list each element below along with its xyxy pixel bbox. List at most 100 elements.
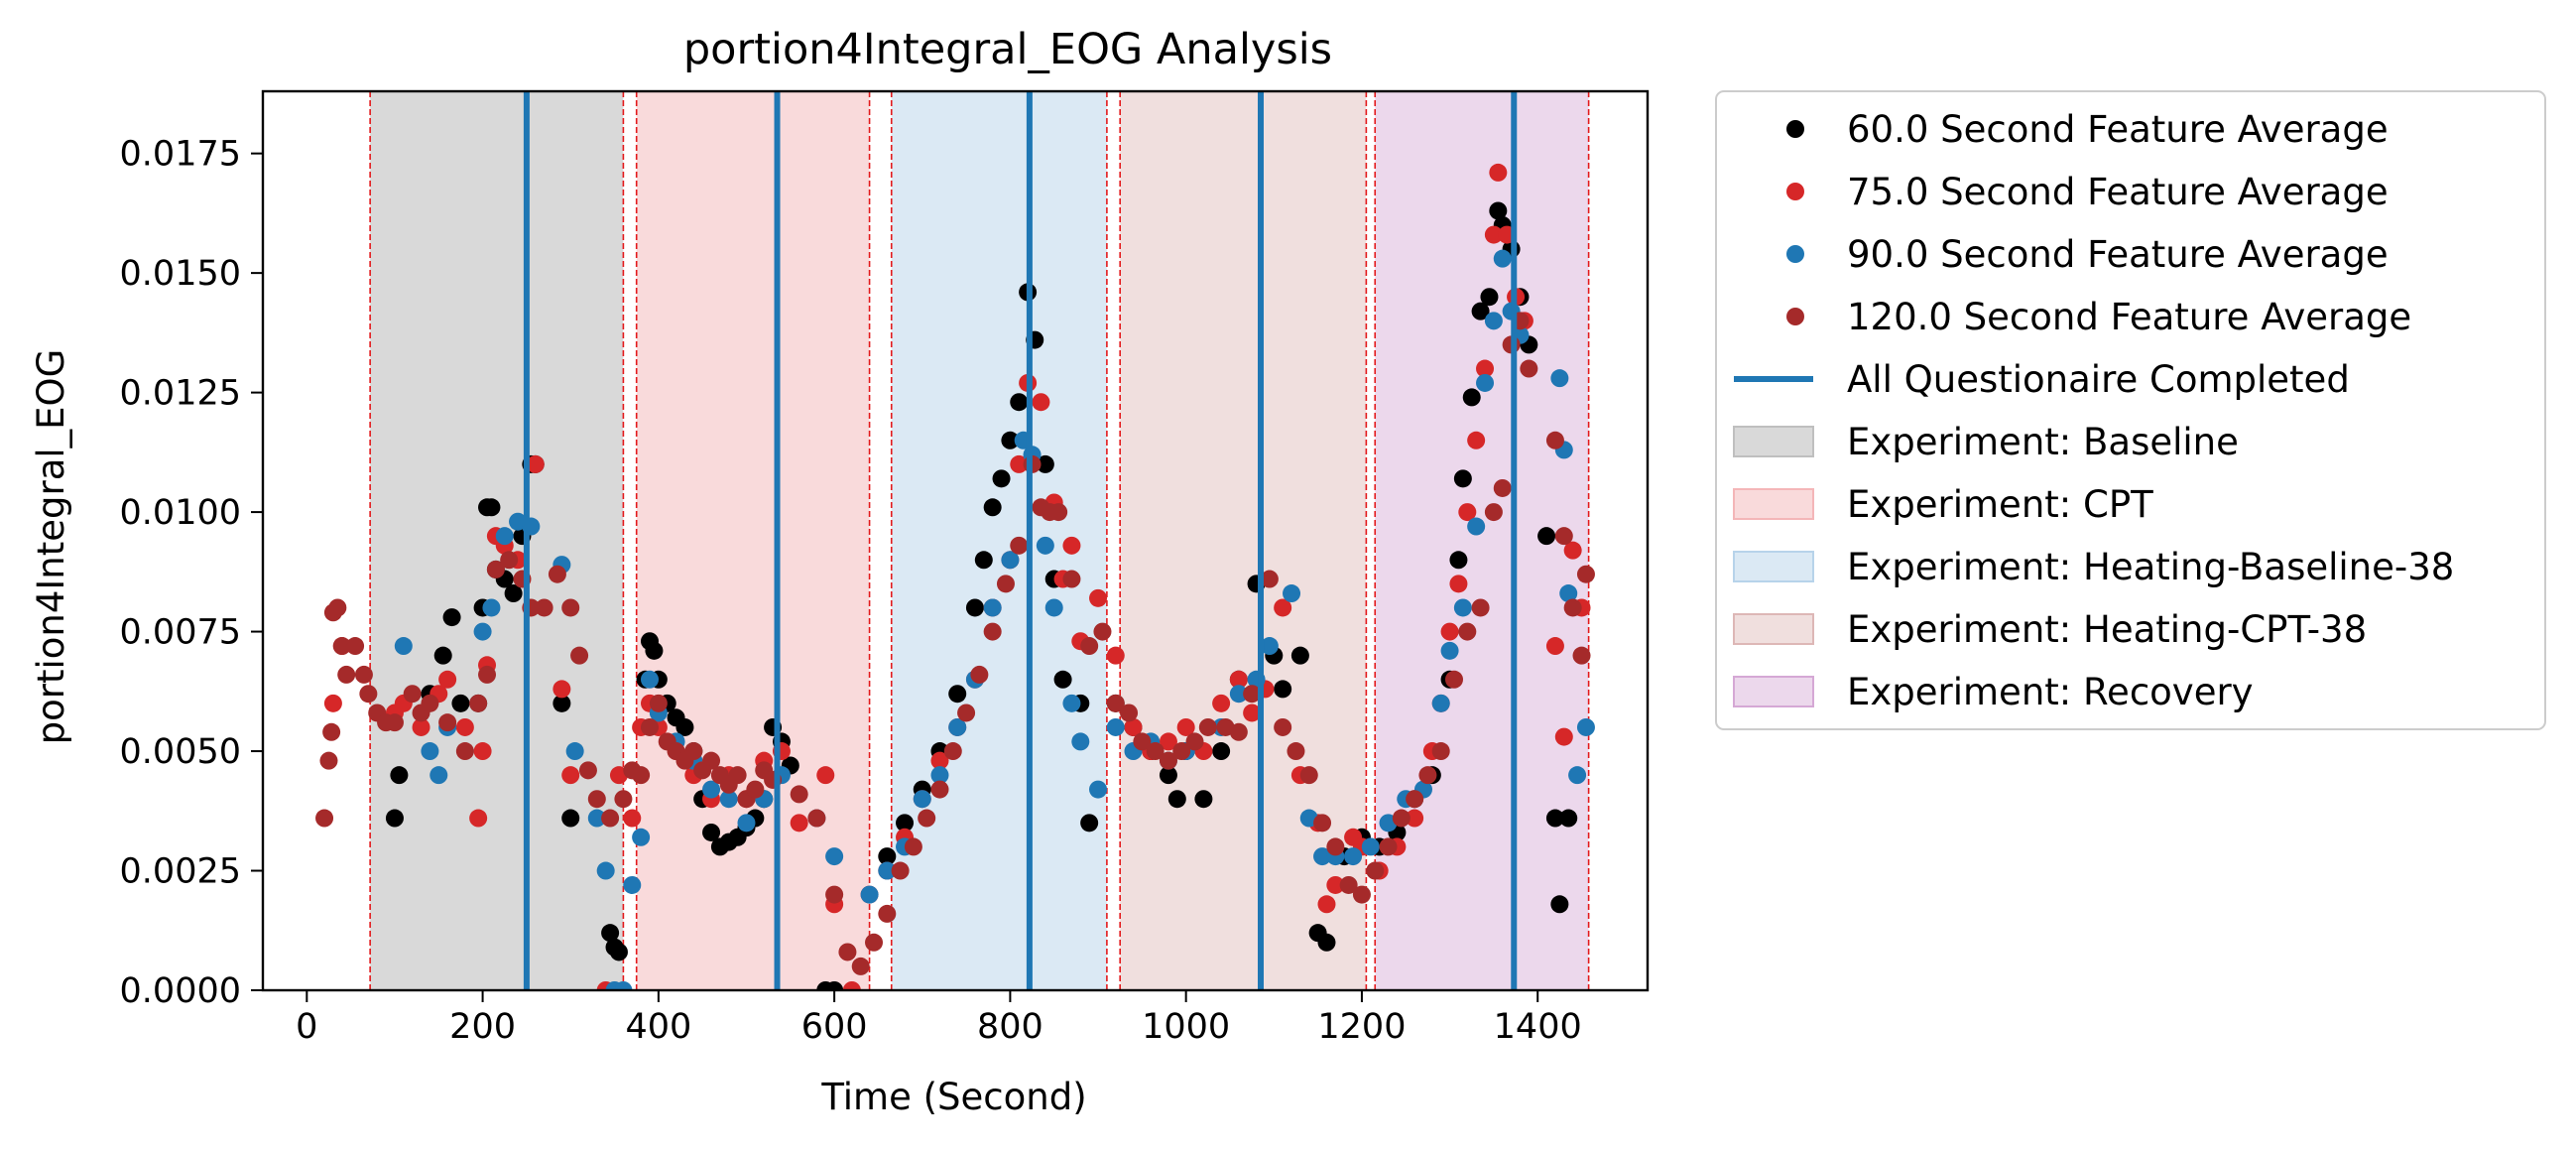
point-series0-64 [1167,790,1186,809]
point-series0-4 [442,608,461,627]
point-series1-75 [1458,503,1477,522]
point-series3-25 [548,565,566,583]
point-series0-86 [1480,288,1499,307]
legend-label-phase-3: Experiment: Heating-CPT-38 [1847,608,2367,651]
point-series3-76 [1146,742,1165,761]
point-series0-55 [1036,454,1054,473]
point-series1-38 [930,751,949,770]
point-series0-92 [1537,527,1556,546]
point-series1-61 [1274,598,1292,617]
point-series3-110 [1576,565,1595,583]
point-series3-29 [587,790,606,809]
point-series3-78 [1172,742,1191,761]
point-series1-15 [552,680,571,699]
point-series2-43 [1089,780,1108,799]
point-series3-51 [825,885,844,904]
point-series3-15 [421,694,439,712]
point-series3-96 [1418,766,1437,785]
point-series2-36 [1001,551,1020,570]
point-series0-9 [482,498,501,517]
point-series0-48 [974,551,993,570]
y-tick-label-0: 0.0000 [120,971,241,1011]
point-series0-52 [1010,393,1029,412]
point-series3-46 [746,780,765,799]
legend-marker-3 [1786,308,1804,325]
point-series2-42 [1071,732,1090,751]
point-series3-6 [337,665,356,684]
point-series2-21 [702,780,721,799]
point-series2-66 [1476,373,1495,392]
point-series2-39 [1036,536,1054,555]
x-tick-label-3: 600 [801,1007,868,1047]
legend-phase-swatch-4 [1733,676,1814,707]
x-tick-label-2: 400 [625,1007,691,1047]
point-series3-50 [807,809,826,828]
legend-marker-0 [1786,120,1804,138]
point-series3-28 [578,761,597,780]
point-series3-53 [851,957,870,975]
point-series2-2 [429,766,448,785]
point-series1-9 [473,742,492,761]
point-series3-33 [632,766,651,785]
point-series3-74 [1120,704,1139,722]
point-series2-64 [1453,598,1472,617]
point-series2-73 [1559,584,1578,603]
point-series0-3 [433,646,452,665]
point-series2-35 [983,598,1002,617]
y-tick-label-5: 0.0125 [120,374,241,414]
point-series2-29 [878,861,897,880]
point-series2-5 [482,598,501,617]
point-series0-16 [552,694,571,712]
point-series2-11 [587,809,606,828]
point-series3-13 [403,685,422,704]
point-series1-8 [469,809,488,828]
point-series2-62 [1431,694,1450,712]
point-series1-52 [1124,717,1143,736]
point-series3-58 [918,809,936,828]
point-series1-43 [1010,454,1029,473]
point-series3-85 [1274,717,1292,736]
point-series3-77 [1159,751,1177,770]
point-series0-83 [1453,469,1472,488]
legend-label-series-2: 90.0 Second Feature Average [1847,233,2389,276]
legend-label-phase-2: Experiment: Heating-Baseline-38 [1847,546,2454,588]
point-series3-16 [438,713,457,732]
point-series0-74 [1317,933,1336,952]
point-series3-49 [790,785,808,804]
point-series0-20 [609,943,628,961]
point-series3-5 [332,637,351,656]
point-series3-9 [359,685,378,704]
x-tick-label-4: 800 [977,1007,1043,1047]
point-series2-23 [737,814,756,833]
point-series1-33 [842,981,861,990]
point-series0-82 [1449,551,1468,570]
point-series1-73 [1440,622,1459,641]
point-series0-46 [948,685,967,704]
point-series3-64 [996,575,1015,593]
point-series3-88 [1313,814,1332,833]
point-series2-68 [1493,249,1512,268]
point-series2-41 [1062,694,1081,712]
point-series0-63 [1159,766,1177,785]
point-series0-18 [601,924,620,943]
point-series0-1 [390,766,409,785]
point-series0-43 [896,814,915,833]
point-series2-63 [1440,641,1459,660]
y-tick-label-4: 0.0100 [120,493,241,533]
point-series3-2 [322,722,341,741]
point-series2-71 [1550,369,1569,388]
point-series3-44 [728,766,747,785]
point-series1-50 [1089,588,1108,607]
point-series0-51 [1001,431,1020,449]
point-series3-89 [1326,837,1345,856]
point-series3-100 [1471,598,1490,617]
point-series2-31 [913,790,931,809]
y-tick-label-3: 0.0075 [120,613,241,653]
point-series3-87 [1299,766,1318,785]
point-series0-71 [1274,680,1292,699]
point-series3-1 [319,751,338,770]
point-series3-80 [1198,717,1217,736]
point-series3-63 [983,622,1002,641]
point-series1-4 [412,717,430,736]
